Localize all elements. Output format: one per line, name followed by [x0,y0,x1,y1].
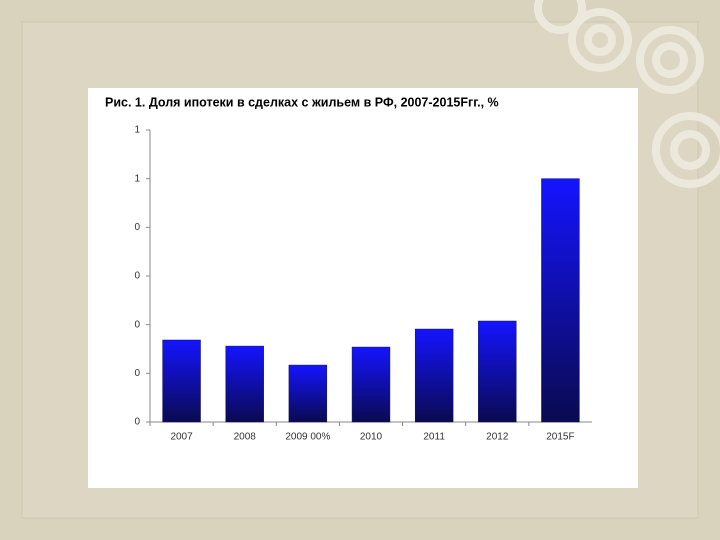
y-tick-label: 0 [134,417,140,428]
bar [541,178,580,423]
bar [414,328,454,423]
y-tick-label: 1 [134,125,140,136]
x-tick-label: 2009 00% [285,432,330,443]
bar [225,345,264,423]
y-tick-label: 0 [134,222,140,233]
decoration [534,0,720,188]
bar [351,346,391,423]
x-tick-label: 2011 [423,432,445,443]
chart-title: Рис. 1. Доля ипотеки в сделках с жильем … [105,95,499,109]
bar [288,364,328,423]
y-tick-label: 0 [134,368,140,379]
bar [162,339,201,423]
x-tick-label: 2008 [234,432,257,443]
y-tick-label: 0 [134,271,140,282]
x-tick-label: 2007 [170,432,193,443]
bar [478,320,517,423]
x-tick-label: 2015F [546,432,574,443]
x-tick-label: 2010 [360,432,383,443]
y-tick-label: 0 [134,319,140,330]
x-tick-label: 2012 [486,432,509,443]
y-tick-label: 1 [134,173,140,184]
